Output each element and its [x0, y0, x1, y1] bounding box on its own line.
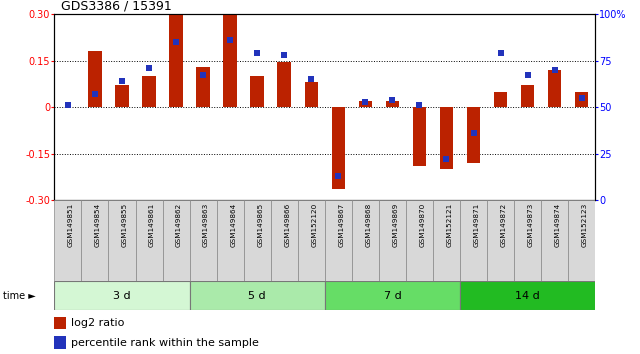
Bar: [88, 51, 102, 107]
Bar: [54, 200, 81, 281]
Bar: [467, 107, 480, 163]
Bar: [216, 200, 244, 281]
Bar: [196, 67, 210, 107]
Text: GSM149855: GSM149855: [122, 202, 128, 247]
Bar: [142, 76, 156, 107]
Text: GSM152121: GSM152121: [447, 202, 452, 247]
Bar: [54, 336, 67, 349]
Bar: [250, 76, 264, 107]
Text: GSM149851: GSM149851: [68, 202, 74, 247]
Text: GSM149868: GSM149868: [365, 202, 371, 247]
Text: 14 d: 14 d: [515, 291, 540, 301]
Bar: [494, 92, 508, 107]
Text: 3 d: 3 d: [113, 291, 131, 301]
Bar: [54, 316, 67, 329]
Text: GSM152123: GSM152123: [582, 202, 588, 247]
Text: GSM149863: GSM149863: [203, 202, 209, 247]
Bar: [514, 200, 541, 281]
Bar: [541, 200, 568, 281]
Bar: [386, 101, 399, 107]
Text: GSM149866: GSM149866: [284, 202, 291, 247]
Bar: [460, 200, 487, 281]
Bar: [244, 200, 271, 281]
Bar: [271, 200, 298, 281]
Text: GSM149865: GSM149865: [257, 202, 263, 247]
Text: GSM149871: GSM149871: [474, 202, 479, 247]
Bar: [406, 200, 433, 281]
Bar: [189, 200, 216, 281]
Text: time ►: time ►: [3, 291, 36, 301]
Bar: [278, 62, 291, 107]
Text: 7 d: 7 d: [383, 291, 401, 301]
Text: log2 ratio: log2 ratio: [70, 318, 124, 328]
Bar: [115, 85, 129, 107]
Bar: [521, 85, 534, 107]
Text: 5 d: 5 d: [248, 291, 266, 301]
Text: GSM149854: GSM149854: [95, 202, 101, 247]
Bar: [81, 200, 108, 281]
Bar: [548, 70, 561, 107]
Text: GSM149861: GSM149861: [149, 202, 155, 247]
Text: GSM149872: GSM149872: [500, 202, 507, 247]
Bar: [379, 200, 406, 281]
Bar: [136, 200, 163, 281]
Bar: [223, 14, 237, 107]
Bar: [109, 200, 136, 281]
Bar: [460, 281, 595, 310]
Text: GSM152120: GSM152120: [311, 202, 317, 247]
Text: GSM149864: GSM149864: [230, 202, 236, 247]
Bar: [358, 101, 372, 107]
Text: GDS3386 / 15391: GDS3386 / 15391: [61, 0, 172, 12]
Bar: [170, 14, 183, 107]
Bar: [440, 107, 453, 169]
Bar: [487, 200, 514, 281]
Bar: [575, 92, 588, 107]
Text: percentile rank within the sample: percentile rank within the sample: [70, 337, 259, 348]
Bar: [433, 200, 460, 281]
Bar: [325, 281, 460, 310]
Bar: [189, 281, 324, 310]
Bar: [163, 200, 189, 281]
Bar: [298, 200, 325, 281]
Bar: [332, 107, 345, 189]
Text: GSM149869: GSM149869: [392, 202, 398, 247]
Text: GSM149873: GSM149873: [527, 202, 534, 247]
Bar: [352, 200, 379, 281]
Text: GSM149870: GSM149870: [419, 202, 426, 247]
Text: GSM149874: GSM149874: [555, 202, 561, 247]
Bar: [305, 82, 318, 107]
Text: GSM149862: GSM149862: [176, 202, 182, 247]
Bar: [54, 281, 189, 310]
Bar: [568, 200, 595, 281]
Bar: [413, 107, 426, 166]
Bar: [325, 200, 352, 281]
Text: GSM149867: GSM149867: [339, 202, 344, 247]
